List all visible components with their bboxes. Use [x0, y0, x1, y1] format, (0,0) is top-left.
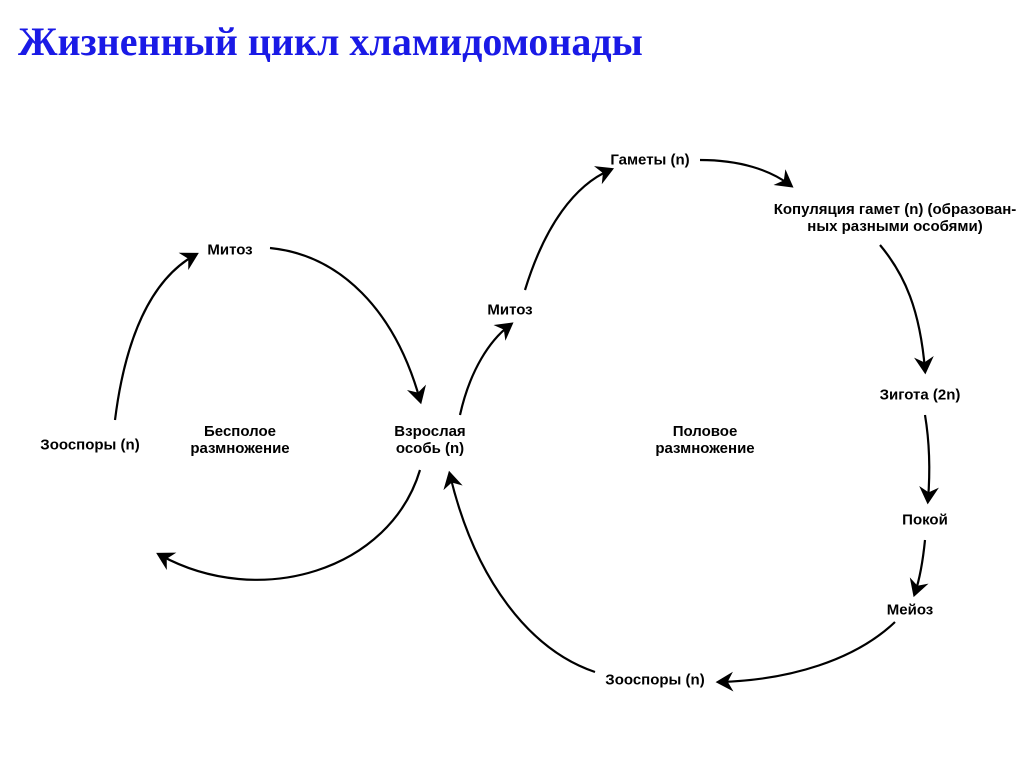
node-pokoy: Покой: [902, 511, 948, 528]
node-zigota: Зигота (2n): [880, 386, 961, 403]
diagram-svg: [0, 0, 1024, 767]
edge-6: [880, 245, 925, 370]
node-zoospory_l: Зооспоры (n): [40, 436, 139, 453]
node-zoospory_r: Зооспоры (n): [605, 671, 704, 688]
edge-5: [700, 160, 790, 185]
edge-9: [720, 622, 895, 682]
node-gamety: Гаметы (n): [610, 151, 689, 168]
node-mitoz_right: Митоз: [487, 301, 532, 318]
node-bespoloe: Бесполое размножение: [190, 423, 289, 458]
edge-1: [160, 470, 420, 580]
edge-10: [450, 475, 595, 672]
edges-group: [115, 160, 929, 682]
node-mitoz_left: Митоз: [207, 241, 252, 258]
node-kopul: Копуляция гамет (n) (образован- ных разн…: [774, 201, 1017, 236]
edge-7: [925, 415, 929, 500]
edge-4: [525, 170, 610, 290]
edge-8: [915, 540, 925, 593]
edge-0: [270, 248, 420, 400]
node-polovoe: Половое размножение: [655, 423, 754, 458]
node-meioz: Мейоз: [887, 601, 933, 618]
edge-3: [460, 325, 510, 415]
edge-2: [115, 255, 195, 420]
node-vzroslaya: Взрослая особь (n): [394, 423, 465, 458]
